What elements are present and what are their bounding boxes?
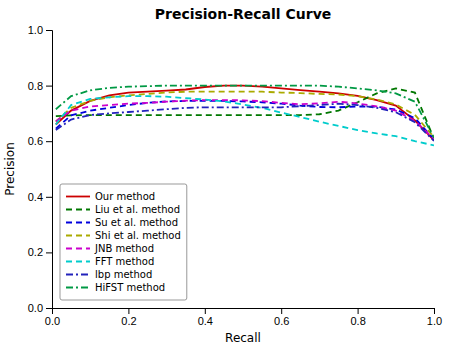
- legend-item: lbp method: [66, 269, 152, 280]
- plot-area: 0.0 0.2 0.4 0.6 0.8 1.0 0.0 0.2 0.4 0.6 0.8 1.0 Our …: [28, 24, 442, 327]
- tick-label: 1.0: [28, 24, 43, 36]
- legend-label: Liu et al. method: [95, 204, 180, 215]
- legend-item: JNB method: [66, 243, 154, 254]
- tick-label: 0.2: [28, 246, 43, 258]
- legend-label: Shi et al. method: [95, 230, 181, 241]
- tick-label: 0.8: [350, 315, 365, 327]
- tick: 0.8: [350, 308, 365, 327]
- x-axis-title: Recall: [225, 331, 261, 345]
- series-line: [56, 104, 434, 141]
- y-axis-title: Precision: [3, 142, 17, 196]
- tick-mark: [205, 308, 206, 314]
- legend-label: HiFST method: [95, 282, 165, 293]
- tick-label: 0.4: [28, 191, 43, 203]
- legend-swatch: [66, 248, 90, 250]
- tick-label: 0.4: [198, 315, 213, 327]
- series-line: [56, 96, 434, 145]
- legend-swatch: [66, 209, 90, 211]
- tick-mark: [46, 86, 52, 87]
- tick-mark: [434, 308, 435, 314]
- legend-swatch: [66, 261, 90, 263]
- tick: 0.0: [45, 308, 60, 327]
- tick: 0.4: [28, 191, 52, 203]
- legend-label: Our method: [95, 191, 155, 202]
- title: Precision-Recall Curve: [155, 6, 332, 22]
- legend-swatch: [66, 287, 90, 289]
- legend-item: Shi et al. method: [66, 230, 181, 241]
- tick-label: 0.8: [28, 80, 43, 92]
- tick: 0.6: [28, 135, 52, 147]
- legend-label: Su et al. method: [95, 217, 178, 228]
- tick-mark: [46, 308, 52, 309]
- tick-mark: [46, 30, 52, 31]
- legend-item: Liu et al. method: [66, 204, 180, 215]
- tick: 0.4: [198, 308, 213, 327]
- axis-line: [46, 31, 53, 309]
- legend-item: Our method: [66, 191, 155, 202]
- tick: 0.0: [28, 302, 52, 314]
- tick-mark: [128, 308, 129, 314]
- legend-box: [60, 184, 187, 300]
- legend: Our method Liu et al. method Su et al. met…: [60, 184, 187, 300]
- tick-mark: [281, 308, 282, 314]
- tick: 0.8: [28, 80, 52, 92]
- tick: 0.6: [274, 308, 289, 327]
- tick-mark: [46, 197, 52, 198]
- tick-mark: [46, 252, 52, 253]
- lines: [56, 86, 434, 146]
- legend-swatch: [66, 196, 90, 198]
- y-axis: 0.0 0.2 0.4 0.6 0.8 1.0: [28, 24, 53, 314]
- tick-label: 0.0: [28, 302, 43, 314]
- legend-label: JNB method: [94, 243, 154, 254]
- legend-item: FFT method: [66, 256, 154, 267]
- tick: 1.0: [28, 24, 52, 36]
- legend-swatch: [66, 235, 90, 237]
- tick-label: 0.6: [28, 135, 43, 147]
- tick-label: 1.0: [427, 315, 442, 327]
- series-line: [56, 92, 434, 138]
- tick-mark: [358, 308, 359, 314]
- legend-label: FFT method: [95, 256, 154, 267]
- axis-line: [53, 309, 435, 315]
- legend-item: HiFST method: [66, 282, 165, 293]
- legend-swatch: [66, 274, 90, 276]
- tick: 0.2: [121, 308, 136, 327]
- chart: 0.0 0.2 0.4 0.6 0.8 1.0 0.0 0.2 0.4 0.6 0.8 1.0 Our …: [0, 0, 450, 350]
- series-line: [56, 86, 434, 141]
- tick-mark: [46, 141, 52, 142]
- tick-label: 0.6: [274, 315, 289, 327]
- legend-item: Su et al. method: [66, 217, 178, 228]
- legend-label: lbp method: [95, 269, 152, 280]
- x-axis: 0.0 0.2 0.4 0.6 0.8 1.0: [45, 308, 442, 327]
- tick: 1.0: [427, 308, 442, 327]
- tick-label: 0.2: [121, 315, 136, 327]
- series-line: [56, 86, 434, 138]
- legend-swatch: [66, 222, 90, 224]
- tick-label: 0.0: [45, 315, 60, 327]
- tick: 0.2: [28, 246, 52, 258]
